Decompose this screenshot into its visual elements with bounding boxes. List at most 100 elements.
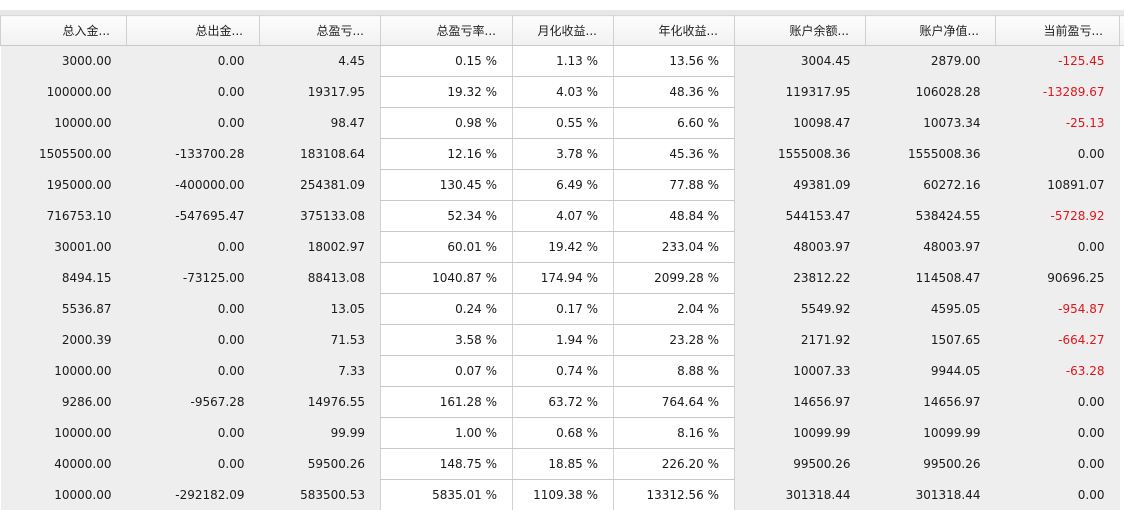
cell-account-equity: 48003.97 <box>865 231 996 263</box>
row-filler <box>1119 76 1124 108</box>
cell-current-pnl: -664.27 <box>995 324 1120 356</box>
cell-annual-return: 2099.28 % <box>613 262 735 294</box>
table-row[interactable]: 9286.00 -9567.28 14976.55 161.28 % 63.72 % 76… <box>0 386 1124 418</box>
cell-current-pnl: -63.28 <box>995 355 1120 387</box>
cell-total-pnl: 14976.55 <box>259 386 381 418</box>
cell-total-pnl-rate: 0.98 % <box>380 107 513 139</box>
cell-account-balance: 10099.99 <box>734 417 866 449</box>
table-row[interactable]: 10000.00 0.00 99.99 1.00 % 0.68 % 8.16 % 10099… <box>0 417 1124 449</box>
header-total-withdrawal[interactable]: 总出金... <box>126 15 260 46</box>
cell-monthly-return: 0.74 % <box>512 355 614 387</box>
cell-account-balance: 5549.92 <box>734 293 866 325</box>
cell-total-pnl-rate: 130.45 % <box>380 169 513 201</box>
table-row[interactable]: 2000.39 0.00 71.53 3.58 % 1.94 % 23.28 % 2171.… <box>0 324 1124 356</box>
cell-account-equity: 9944.05 <box>865 355 996 387</box>
table-row[interactable]: 10000.00 0.00 7.33 0.07 % 0.74 % 8.88 % 10007.… <box>0 355 1124 387</box>
table-row[interactable]: 10000.00 0.00 98.47 0.98 % 0.55 % 6.60 % 10098… <box>0 107 1124 139</box>
cell-current-pnl: 0.00 <box>995 138 1120 170</box>
cell-total-withdrawal: 0.00 <box>126 231 260 263</box>
row-filler <box>1119 448 1124 480</box>
header-total-pnl-rate[interactable]: 总盈亏率... <box>380 15 513 46</box>
cell-total-pnl: 4.45 <box>259 45 381 77</box>
cell-total-deposit: 40000.00 <box>0 448 127 480</box>
table-row[interactable]: 716753.10 -547695.47 375133.08 52.34 % 4.07 … <box>0 200 1124 232</box>
cell-total-withdrawal: 0.00 <box>126 355 260 387</box>
cell-monthly-return: 0.55 % <box>512 107 614 139</box>
cell-total-pnl: 583500.53 <box>259 479 381 510</box>
cell-total-deposit: 3000.00 <box>0 45 127 77</box>
row-filler <box>1119 138 1124 170</box>
cell-annual-return: 13.56 % <box>613 45 735 77</box>
cell-account-balance: 99500.26 <box>734 448 866 480</box>
cell-annual-return: 2.04 % <box>613 293 735 325</box>
header-monthly-return[interactable]: 月化收益... <box>512 15 614 46</box>
cell-annual-return: 48.36 % <box>613 76 735 108</box>
table-row[interactable]: 40000.00 0.00 59500.26 148.75 % 18.85 % 226.2… <box>0 448 1124 480</box>
cell-monthly-return: 19.42 % <box>512 231 614 263</box>
cell-account-balance: 544153.47 <box>734 200 866 232</box>
cell-current-pnl: 90696.25 <box>995 262 1120 294</box>
cell-account-equity: 106028.28 <box>865 76 996 108</box>
cell-total-pnl-rate: 19.32 % <box>380 76 513 108</box>
cell-account-equity: 10073.34 <box>865 107 996 139</box>
table-row[interactable]: 1505500.00 -133700.28 183108.64 12.16 % 3.78… <box>0 138 1124 170</box>
table-row[interactable]: 30001.00 0.00 18002.97 60.01 % 19.42 % 233.04… <box>0 231 1124 263</box>
cell-annual-return: 8.88 % <box>613 355 735 387</box>
row-filler <box>1119 417 1124 449</box>
cell-total-withdrawal: 0.00 <box>126 324 260 356</box>
cell-annual-return: 48.84 % <box>613 200 735 232</box>
accounts-grid: 总入金... 总出金... 总盈亏... 总盈亏率... 月化收益... 年化收益... 账… <box>0 15 1124 510</box>
table-row[interactable]: 3000.00 0.00 4.45 0.15 % 1.13 % 13.56 % 3004.4… <box>0 45 1124 77</box>
header-account-balance[interactable]: 账户余额... <box>734 15 866 46</box>
table-row[interactable]: 10000.00 -292182.09 583500.53 5835.01 % 1109… <box>0 479 1124 510</box>
cell-total-deposit: 100000.00 <box>0 76 127 108</box>
cell-total-pnl: 7.33 <box>259 355 381 387</box>
cell-total-withdrawal: 0.00 <box>126 448 260 480</box>
cell-total-pnl-rate: 1040.87 % <box>380 262 513 294</box>
table-row[interactable]: 195000.00 -400000.00 254381.09 130.45 % 6.49… <box>0 169 1124 201</box>
top-strip <box>0 0 1124 15</box>
table-row[interactable]: 8494.15 -73125.00 88413.08 1040.87 % 174.94 … <box>0 262 1124 294</box>
cell-total-pnl-rate: 0.07 % <box>380 355 513 387</box>
header-total-deposit[interactable]: 总入金... <box>0 15 127 46</box>
cell-total-pnl: 98.47 <box>259 107 381 139</box>
table-row[interactable]: 100000.00 0.00 19317.95 19.32 % 4.03 % 48.36 … <box>0 76 1124 108</box>
cell-annual-return: 23.28 % <box>613 324 735 356</box>
cell-account-balance: 49381.09 <box>734 169 866 201</box>
cell-monthly-return: 3.78 % <box>512 138 614 170</box>
row-filler <box>1119 479 1124 510</box>
cell-monthly-return: 0.68 % <box>512 417 614 449</box>
cell-total-deposit: 10000.00 <box>0 355 127 387</box>
cell-monthly-return: 63.72 % <box>512 386 614 418</box>
header-current-pnl[interactable]: 当前盈亏... <box>995 15 1120 46</box>
cell-total-deposit: 10000.00 <box>0 479 127 510</box>
cell-total-pnl-rate: 5835.01 % <box>380 479 513 510</box>
cell-total-deposit: 2000.39 <box>0 324 127 356</box>
table-body: 3000.00 0.00 4.45 0.15 % 1.13 % 13.56 % 3004.4… <box>0 45 1124 510</box>
cell-account-equity: 2879.00 <box>865 45 996 77</box>
cell-account-equity: 114508.47 <box>865 262 996 294</box>
cell-total-pnl: 183108.64 <box>259 138 381 170</box>
cell-total-pnl-rate: 52.34 % <box>380 200 513 232</box>
cell-annual-return: 8.16 % <box>613 417 735 449</box>
row-filler <box>1119 324 1124 356</box>
header-total-pnl[interactable]: 总盈亏... <box>259 15 381 46</box>
cell-total-withdrawal: -9567.28 <box>126 386 260 418</box>
cell-account-balance: 301318.44 <box>734 479 866 510</box>
cell-account-balance: 2171.92 <box>734 324 866 356</box>
cell-account-balance: 1555008.36 <box>734 138 866 170</box>
cell-total-pnl-rate: 0.24 % <box>380 293 513 325</box>
row-filler <box>1119 200 1124 232</box>
header-account-equity[interactable]: 账户净值... <box>865 15 996 46</box>
cell-current-pnl: 0.00 <box>995 386 1120 418</box>
table-row[interactable]: 5536.87 0.00 13.05 0.24 % 0.17 % 2.04 % 5549.9… <box>0 293 1124 325</box>
cell-total-withdrawal: -400000.00 <box>126 169 260 201</box>
row-filler <box>1119 169 1124 201</box>
header-annual-return[interactable]: 年化收益... <box>613 15 735 46</box>
cell-current-pnl: 0.00 <box>995 231 1120 263</box>
cell-account-equity: 301318.44 <box>865 479 996 510</box>
cell-account-balance: 23812.22 <box>734 262 866 294</box>
cell-total-pnl-rate: 3.58 % <box>380 324 513 356</box>
cell-total-pnl-rate: 0.15 % <box>380 45 513 77</box>
row-filler <box>1119 45 1124 77</box>
